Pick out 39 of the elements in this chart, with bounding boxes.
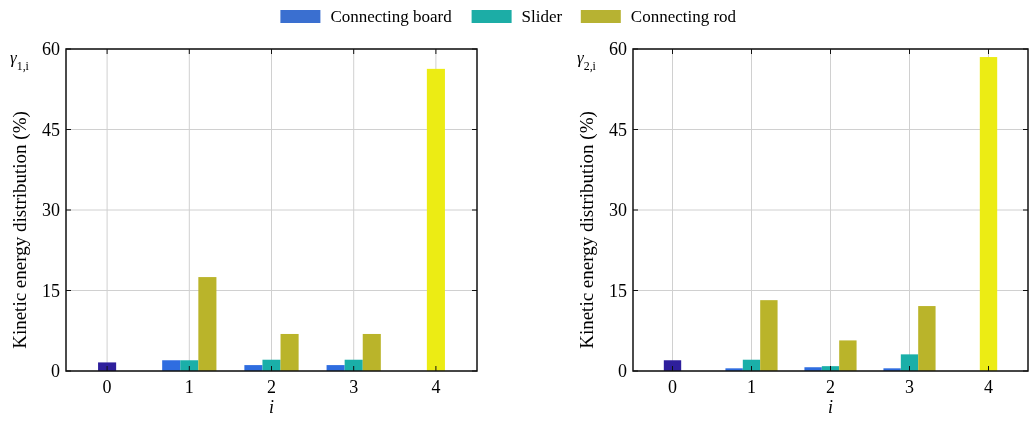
y-tick-label: 0 (51, 361, 60, 382)
y-tick-label: 0 (618, 361, 627, 382)
x-tick-label: 1 (184, 377, 194, 397)
bar (180, 360, 199, 371)
legend-label: Connecting board (330, 7, 453, 26)
y-tick-label: 30 (42, 200, 60, 221)
y-axis-title: Kinetic energy distribution (%) (9, 111, 31, 349)
x-axis-title: i (268, 397, 275, 417)
bar (280, 333, 299, 371)
y-tick-label: 15 (42, 280, 60, 301)
bar (262, 359, 281, 371)
text: γ$_{1,i}$ (10, 48, 30, 73)
x-tick-label: 0 (668, 377, 677, 397)
legend-label: Slider (521, 7, 563, 26)
bar (198, 277, 217, 371)
x-tick-label: 3 (349, 377, 359, 397)
x-tick-label: 1 (747, 377, 756, 397)
bar (162, 360, 181, 371)
x-tick-label: 3 (905, 377, 914, 397)
bar (900, 354, 919, 371)
bar (918, 306, 936, 371)
x-tick-label: 4 (984, 377, 993, 397)
y-tick-label: 15 (609, 280, 627, 301)
x-tick-label: 0 (102, 377, 112, 397)
x-axis-title: i (827, 397, 834, 417)
y-tick-label: 45 (42, 119, 60, 140)
bar (760, 300, 778, 371)
legend-label: Connecting rod (630, 7, 737, 26)
y-tick-label: 60 (609, 39, 627, 60)
y-axis-title: Kinetic energy distribution (%) (576, 111, 598, 349)
y-tick-label: 60 (42, 39, 60, 60)
x-tick-label: 2 (826, 377, 835, 397)
bar (839, 340, 857, 371)
x-tick-label: 4 (431, 377, 441, 397)
bar (362, 333, 381, 371)
y-tick-label: 45 (609, 119, 627, 140)
x-tick-label: 2 (267, 377, 276, 397)
y-tick-label: 30 (609, 200, 627, 221)
text: γ$_{2,i}$ (577, 48, 597, 73)
